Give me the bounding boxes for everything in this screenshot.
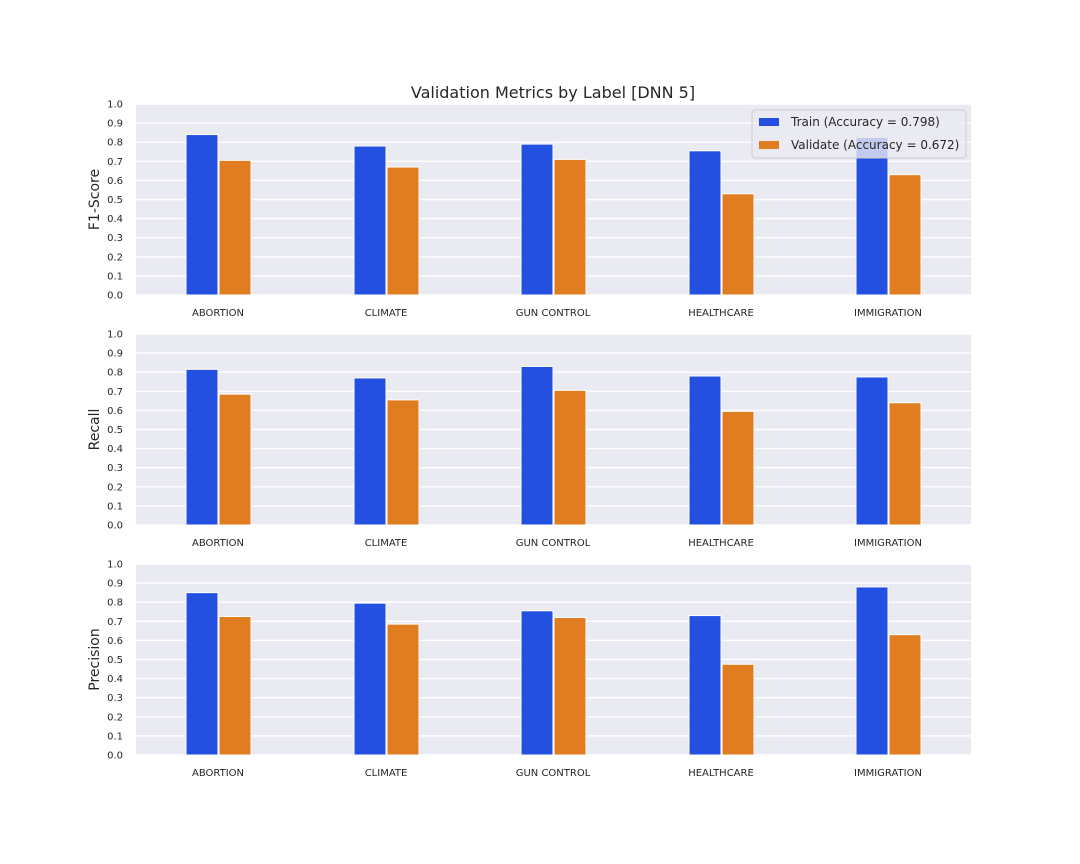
y-tick-label: 0.3 <box>107 233 123 244</box>
x-tick-label: IMMIGRATION <box>854 538 922 549</box>
bar-validate-climate <box>386 399 420 526</box>
legend: Train (Accuracy = 0.798) Validate (Accura… <box>751 109 967 159</box>
y-tick-label: 0.8 <box>107 368 123 379</box>
x-tick-label: CLIMATE <box>365 768 408 779</box>
y-tick-label: 0.9 <box>107 349 123 360</box>
y-tick-label: 1.0 <box>107 330 123 341</box>
y-tick-label: 1.0 <box>107 100 123 111</box>
y-tick-label: 1.0 <box>107 560 123 571</box>
panel-recall: 0.0 0.1 0.2 0.3 0.4 0.5 0.6 0.7 0.8 0.9 1.0 ABORTIO… <box>87 330 971 549</box>
x-tick-label: HEALTHCARE <box>688 308 754 319</box>
x-tick-label: ABORTION <box>192 308 244 319</box>
chart-title: Validation Metrics by Label [DNN 5] <box>411 83 695 102</box>
legend-box <box>751 109 967 159</box>
y-tick-label: 0.9 <box>107 579 123 590</box>
bar-train-gun-control <box>520 365 554 526</box>
bar-train-abortion <box>185 368 219 526</box>
x-tick-label: ABORTION <box>192 768 244 779</box>
y-tick-label: 0.1 <box>107 271 123 282</box>
y-tick-label: 0.7 <box>107 387 123 398</box>
x-tick-label: CLIMATE <box>365 308 408 319</box>
bar-train-climate <box>353 377 387 526</box>
legend-label: Validate (Accuracy = 0.672) <box>791 138 959 152</box>
x-tick-label: HEALTHCARE <box>688 768 754 779</box>
y-tick-label: 0.8 <box>107 598 123 609</box>
y-tick-label: 0.8 <box>107 138 123 149</box>
y-tick-label: 0.0 <box>107 751 123 762</box>
legend-swatch <box>759 141 779 149</box>
bar-validate-abortion <box>218 616 252 756</box>
bar-train-gun-control <box>520 610 554 756</box>
bar-train-healthcare <box>688 150 722 296</box>
y-tick-label: 0.5 <box>107 195 123 206</box>
bar-train-healthcare <box>688 375 722 526</box>
bar-validate-immigration <box>888 174 922 296</box>
bar-validate-healthcare <box>721 663 755 756</box>
y-tick-label: 0.3 <box>107 693 123 704</box>
bar-validate-immigration <box>888 634 922 756</box>
bar-train-abortion <box>185 592 219 756</box>
bar-train-immigration <box>855 136 889 296</box>
bar-validate-immigration <box>888 402 922 526</box>
y-axis-label: F1-Score <box>87 169 103 230</box>
y-tick-label: 0.0 <box>107 521 123 532</box>
bar-train-climate <box>353 602 387 756</box>
y-tick-label: 0.3 <box>107 463 123 474</box>
bar-validate-gun-control <box>553 616 587 756</box>
bar-train-immigration <box>855 376 889 526</box>
bar-validate-gun-control <box>553 158 587 296</box>
x-tick-label: IMMIGRATION <box>854 308 922 319</box>
bar-train-abortion <box>185 134 219 296</box>
panel-precision: 0.0 0.1 0.2 0.3 0.4 0.5 0.6 0.7 0.8 0.9 1.0 ABORTIO… <box>87 560 971 779</box>
bar-validate-gun-control <box>553 389 587 526</box>
y-axis-label: Recall <box>87 409 103 451</box>
bar-train-healthcare <box>688 615 722 756</box>
y-tick-label: 0.0 <box>107 291 123 302</box>
bar-validate-climate <box>386 623 420 756</box>
x-tick-label: CLIMATE <box>365 538 408 549</box>
bar-train-climate <box>353 145 387 296</box>
bar-validate-abortion <box>218 393 252 526</box>
bar-validate-abortion <box>218 159 252 296</box>
y-axis-label: Precision <box>87 628 103 690</box>
y-tick-label: 0.1 <box>107 501 123 512</box>
y-tick-label: 0.1 <box>107 731 123 742</box>
y-tick-label: 0.2 <box>107 482 123 493</box>
y-tick-label: 0.6 <box>107 636 123 647</box>
y-tick-label: 0.6 <box>107 176 123 187</box>
y-tick-label: 0.2 <box>107 252 123 263</box>
y-tick-label: 0.7 <box>107 617 123 628</box>
y-tick-label: 0.6 <box>107 406 123 417</box>
y-tick-label: 0.4 <box>107 214 123 225</box>
bar-train-immigration <box>855 586 889 756</box>
x-tick-label: ABORTION <box>192 538 244 549</box>
x-tick-label: GUN CONTROL <box>516 308 591 319</box>
x-tick-label: GUN CONTROL <box>516 768 591 779</box>
y-tick-label: 0.5 <box>107 655 123 666</box>
y-tick-label: 0.5 <box>107 425 123 436</box>
legend-swatch <box>759 118 779 126</box>
x-tick-label: IMMIGRATION <box>854 768 922 779</box>
y-tick-label: 0.2 <box>107 712 123 723</box>
chart-panels: 0.0 0.1 0.2 0.3 0.4 0.5 0.6 0.7 0.8 0.9 1.0 ABORTIO… <box>87 100 971 779</box>
legend-label: Train (Accuracy = 0.798) <box>790 115 940 129</box>
y-tick-label: 0.4 <box>107 674 123 685</box>
x-tick-label: GUN CONTROL <box>516 538 591 549</box>
x-tick-label: HEALTHCARE <box>688 538 754 549</box>
bar-validate-healthcare <box>721 410 755 526</box>
y-tick-label: 0.4 <box>107 444 123 455</box>
y-tick-label: 0.7 <box>107 157 123 168</box>
bar-validate-climate <box>386 166 420 296</box>
bar-validate-healthcare <box>721 193 755 296</box>
y-tick-label: 0.9 <box>107 119 123 130</box>
bar-train-gun-control <box>520 143 554 296</box>
